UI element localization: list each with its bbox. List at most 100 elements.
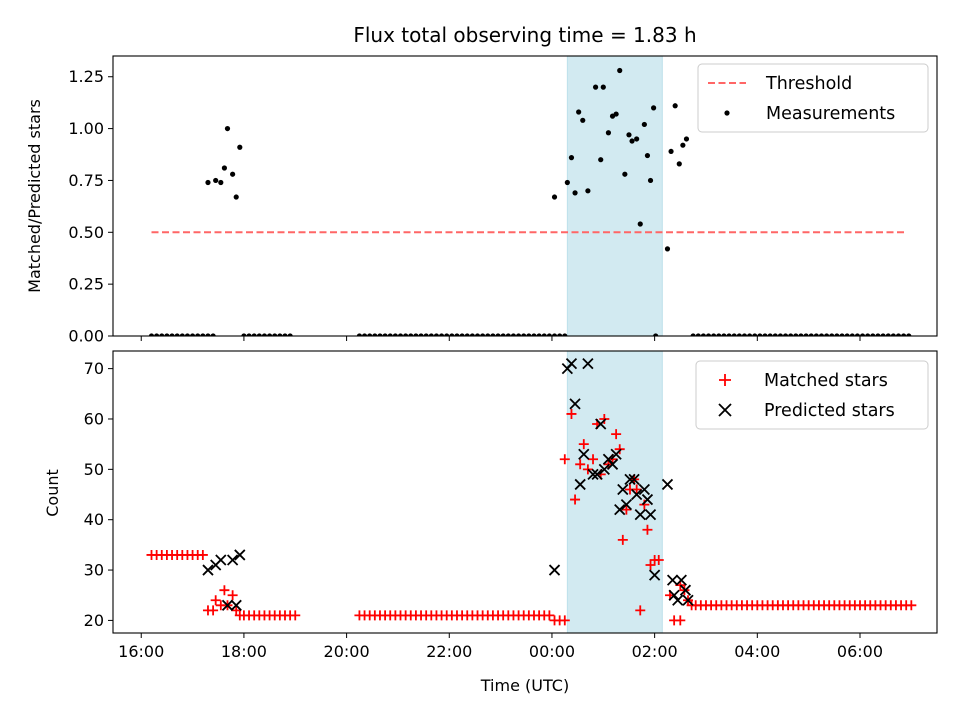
top-measurement-point [361,333,368,336]
top-measurement-point [890,333,896,336]
top-measurement-point [221,165,228,171]
top-measurement-point [875,333,881,336]
top-measurement-point [387,333,393,336]
top-measurement-point [793,333,799,336]
top-measurement-point [690,333,696,336]
top-measurement-point [736,333,742,336]
bottom-axes-frame [112,350,938,634]
top-measurement-point [772,333,778,336]
top-measurement-point [672,103,678,109]
bottom-x-tick-label: 06:00 [837,642,883,661]
top-measurement-point [241,333,247,336]
top-measurement-point [644,152,651,159]
top-measurement-point [159,333,165,336]
top-measurement-point [230,171,236,177]
bottom-matched-point [208,605,219,616]
top-measurement-point [169,333,175,336]
top-measurement-point [741,333,748,336]
top-measurement-point [580,117,586,123]
bottom-matched-point [611,429,622,440]
bottom-predicted-point [624,473,636,486]
top-measurement-point [721,333,727,336]
top-measurement-point [752,333,758,336]
top-measurement-point [266,333,273,336]
bottom-matched-point [906,600,917,611]
top-measurement-point [564,179,570,186]
bottom-matched-point [231,605,242,616]
bottom-matched-point [566,408,577,419]
top-measurement-point [408,333,414,336]
top-measurement-point [629,138,635,144]
top-y-tick-label: 0.50 [68,223,104,242]
top-measurement-point [515,333,522,336]
top-measurement-point [531,333,537,336]
bottom-matched-point [227,590,238,601]
bottom-y-tick-label: 70 [84,359,104,378]
bottom-matched-point [582,464,593,475]
top-measurement-point [237,144,243,150]
top-measurement-point [798,333,804,336]
bottom-legend-box [695,360,929,430]
bottom-legend-label: Predicted stars [764,401,895,421]
bottom-matched-point [197,549,208,560]
top-measurement-point [500,333,506,336]
top-measurement-point [680,142,686,148]
top-measurement-point [906,333,912,336]
top-measurement-point [782,333,789,336]
top-measurement-point [438,333,445,336]
top-measurement-point [705,333,712,336]
top-panel: 0.00 0.25 0.50 0.75 1.00 1.25 Threshold Measure… [68,55,938,346]
top-measurement-point [885,333,891,336]
top-measurement-point [859,333,866,336]
top-measurement-point [210,333,216,336]
top-measurement-point [495,333,501,336]
x-axis-label: Time (UTC) [480,676,569,695]
bottom-predicted-point [614,503,626,516]
top-measurement-point [189,333,196,336]
top-measurement-point [637,221,643,227]
top-measurement-point [880,333,886,336]
top-measurement-point [598,157,604,163]
bottom-matched-point [621,504,632,515]
top-measurement-point [397,333,404,336]
top-measurement-point [372,333,378,336]
bottom-x-tick-label: 18:00 [221,642,267,661]
bottom-legend-plus-swatch [719,374,731,386]
top-measurement-point [464,333,470,336]
top-axes-frame [112,55,938,337]
top-legend: Threshold Measurements [697,63,929,133]
bottom-data-layer [146,357,917,626]
bottom-predicted-point [648,569,661,581]
top-legend-dot-swatch [724,110,730,116]
top-measurement-point [818,333,825,336]
bottom-matched-point [559,615,570,626]
bottom-predicted-point [221,599,234,611]
top-measurement-point [695,333,701,336]
top-legend-label: Measurements [766,104,895,124]
top-measurement-point [562,333,568,336]
top-measurement-point [282,333,288,336]
bottom-matched-point [614,444,625,455]
bottom-predicted-point [202,564,214,576]
top-measurement-point [808,333,814,336]
bottom-predicted-point [641,493,654,506]
bottom-x-tick-label: 02:00 [632,642,678,661]
top-measurement-point [651,105,657,111]
top-measurement-point [256,333,262,336]
top-measurement-point [382,333,388,336]
top-measurement-point [834,333,840,336]
bottom-x-tick-label: 16:00 [118,642,164,661]
bottom-legend-x-swatch [718,403,732,417]
top-measurement-point [854,333,861,336]
bottom-y-tick-label: 20 [84,611,104,630]
top-measurement-point [428,333,434,336]
top-y-axis-label: Matched/Predicted stars [25,99,44,293]
top-measurement-point [287,333,293,336]
top-measurement-point [605,130,612,136]
top-measurement-point [377,333,383,336]
top-measurement-point [423,333,429,336]
top-measurement-point [367,333,373,336]
top-measurement-point [246,333,252,336]
top-y-tick-label: 0.00 [68,327,104,346]
